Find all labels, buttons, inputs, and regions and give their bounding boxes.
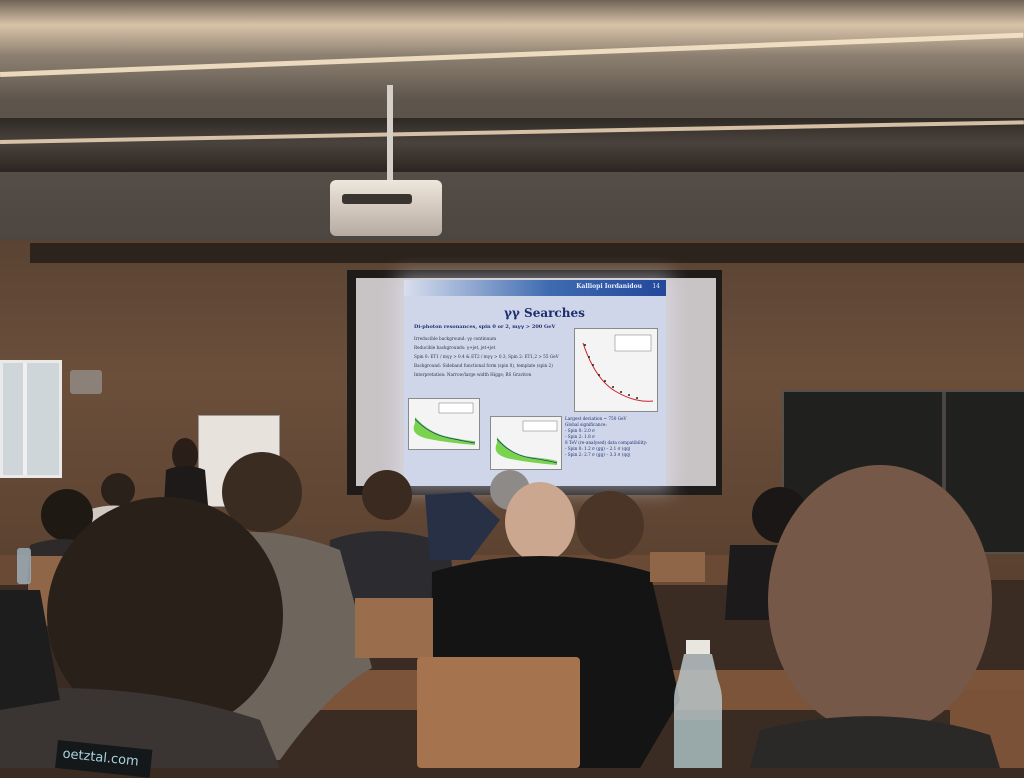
attendee	[425, 470, 530, 560]
wall-speaker	[70, 370, 102, 394]
slide-page-number: 14	[652, 283, 660, 290]
presentation-slide: Kalliopi Iordanidou 14 γγ Searches Di-ph…	[404, 280, 666, 486]
attendee-foreground-right-bald	[750, 465, 1000, 768]
chair	[355, 598, 433, 658]
slide-results-notes: Largest deviation ~ 750 GeV Global signi…	[565, 416, 663, 458]
blackboard-divider	[942, 392, 946, 552]
attendee	[576, 491, 644, 559]
slide-bullets: Di-photon resonances, spin 0 or 2, mγγ >…	[414, 323, 574, 379]
window	[0, 360, 62, 478]
slide-plot-spin2	[490, 416, 562, 470]
slide-author: Kalliopi Iordanidou	[576, 283, 642, 290]
slide-note: - Spin 0: 1.2 σ (gg) – 2.1 σ (qq)	[565, 446, 631, 451]
slide-bullet: Background: Sideband functional form (sp…	[414, 363, 553, 368]
slide-bullet: Interpretation: Narrow/large width Higgs…	[414, 372, 532, 377]
chair	[417, 657, 580, 768]
window-mullion	[23, 363, 27, 475]
slide-bullet: Irreducible background: γγ continuum	[414, 336, 497, 341]
slide-header: Kalliopi Iordanidou 14	[404, 280, 666, 296]
projector	[330, 180, 442, 236]
slide-title: γγ Searches	[504, 306, 585, 320]
projector-lens	[342, 194, 412, 204]
water-bottle	[674, 640, 722, 768]
slide-bullet: Reducible backgrounds: γ+jet, jet+jet	[414, 345, 496, 350]
slide-plot-mass-spectrum	[574, 328, 658, 412]
slide-bullet: Spin 0: ET1 / mγγ > 0.4 & ET2 / mγγ > 0.…	[414, 354, 559, 359]
slide-plot-spin0	[408, 398, 480, 450]
attendee-foreground-left	[0, 497, 283, 768]
presenter	[164, 438, 208, 505]
projector-mount	[387, 85, 393, 180]
water-bottle-small	[17, 548, 31, 584]
slide-note: 8 TeV (re-analysed) data compatibility:	[565, 440, 648, 445]
slide-note: - Spin 2: 1.8 σ	[565, 434, 595, 439]
slide-note: - Spin 2: 2.7 σ (gg) – 3.3 σ (qq)	[565, 452, 631, 457]
screen-housing	[30, 243, 1024, 263]
slide-note: Largest deviation ~ 750 GeV	[565, 416, 627, 421]
badge-text: oetztal.com	[61, 746, 140, 770]
slide-note: - Spin 0: 2.0 σ	[565, 428, 595, 433]
slide-note: Global significance:	[565, 422, 607, 427]
slide-lead: Di-photon resonances, spin 0 or 2, mγγ >…	[414, 324, 556, 330]
attendee	[326, 470, 455, 600]
chair	[650, 552, 705, 582]
